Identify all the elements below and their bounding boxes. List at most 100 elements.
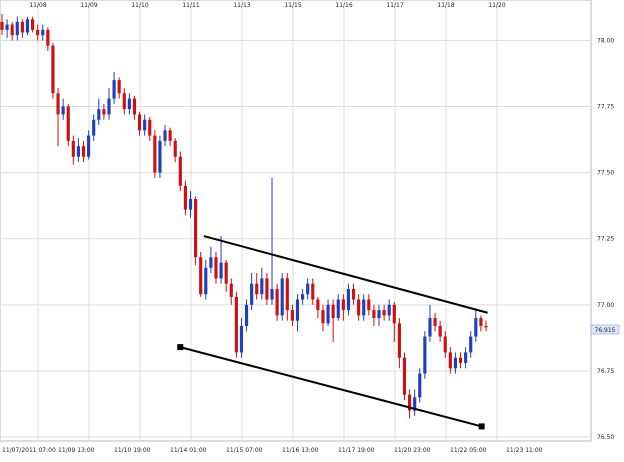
candle-body (301, 294, 305, 300)
candle-body (158, 140, 162, 173)
candle-body (357, 299, 361, 316)
candle-body (5, 24, 9, 30)
bottom-time-label: 11/14 01:00 (170, 447, 207, 454)
candle-body (199, 257, 203, 295)
candle-body (117, 80, 121, 94)
candle-body (464, 352, 468, 363)
top-date-label: 11/13 (233, 2, 250, 9)
plot-area (0, 0, 592, 442)
candle-body (362, 299, 366, 316)
candle-body (163, 130, 167, 141)
candle-body (336, 299, 340, 319)
price-tick-label: 76.75 (597, 368, 614, 375)
price-axis: 78.00 77.75 77.50 77.25 77.00 76.75 76.50 (597, 37, 614, 441)
bottom-time-label: 11/07/2011 07:00 (2, 447, 56, 454)
candle-body (239, 325, 244, 353)
candle-body (234, 296, 238, 353)
candle-body (326, 304, 330, 324)
candle-body (387, 304, 391, 316)
candle-body (10, 24, 14, 36)
grid-lines (0, 0, 591, 441)
top-date-label: 11/17 (386, 2, 403, 9)
price-tick-label: 76.50 (597, 434, 614, 441)
price-tick-label: 77.00 (597, 302, 614, 309)
trend-line-handle (177, 344, 184, 351)
candle-body (168, 130, 172, 141)
bottom-time-label: 11/22 05:00 (450, 447, 487, 454)
current-price-box (590, 324, 620, 335)
candle-body (443, 336, 447, 353)
candle-body (265, 278, 269, 300)
candle-body (173, 140, 177, 157)
price-tick-label: 78.00 (597, 37, 614, 44)
candle-body (290, 310, 294, 321)
candle-body (132, 98, 137, 115)
bottom-time-label: 11/10 19:00 (114, 447, 151, 454)
bottom-time-label: 11/20 23:00 (394, 447, 431, 454)
candle-body (194, 199, 198, 258)
candle-body (351, 288, 356, 300)
bottom-time-axis: 11/07/2011 07:00 11/09 13:00 11/10 19:00 11… (2, 447, 543, 454)
top-date-label: 11/20 (488, 2, 505, 9)
candle-body (36, 29, 40, 36)
candle-body (25, 19, 30, 33)
top-date-axis: 11/08 11/09 11/10 11/11 11/13 11/15 11/16 11/17… (29, 2, 505, 9)
bottom-time-label: 11/15 07:00 (226, 447, 263, 454)
candle-body (341, 299, 345, 311)
candle-body (137, 114, 142, 131)
candle-body (178, 156, 182, 186)
candle-body (458, 357, 463, 363)
candle-body (51, 45, 55, 94)
candle-body (219, 262, 223, 279)
candle-body (428, 318, 432, 337)
price-tick-label: 77.50 (597, 170, 614, 177)
candle-body (30, 19, 35, 30)
candle-body (143, 119, 147, 131)
candle-body (377, 310, 381, 319)
top-date-label: 11/15 (284, 2, 301, 9)
candle-body (270, 288, 274, 300)
candle-body (433, 318, 437, 326)
candle-body (56, 93, 60, 115)
candle-body (148, 119, 152, 136)
candle-body (87, 135, 91, 157)
trend-line-upper (203, 235, 488, 314)
bottom-time-label: 11/23 11:00 (506, 447, 543, 454)
candle-body (107, 98, 111, 115)
candle-body (92, 119, 96, 136)
trend-line-lower (180, 346, 482, 428)
price-tick-label: 77.25 (597, 236, 614, 243)
candle-body (479, 318, 483, 326)
candle-body (448, 352, 452, 369)
candle-body (102, 109, 106, 115)
candle-body (244, 304, 249, 326)
candle-body (260, 278, 264, 295)
candle-body (46, 29, 50, 46)
price-tick-label: 77.75 (597, 104, 614, 111)
candle-body (316, 299, 320, 311)
candle-body (127, 98, 131, 110)
candle-body (112, 80, 116, 99)
candle-body (61, 106, 65, 115)
candle-body (407, 394, 412, 411)
candle-body (0, 21, 4, 30)
bottom-time-label: 11/09 13:00 (58, 447, 95, 454)
candle-body (402, 357, 407, 395)
candle-body (423, 336, 427, 374)
candle-body (214, 257, 218, 279)
candle-body (153, 135, 157, 173)
top-date-label: 11/08 (29, 2, 46, 9)
candle-body (484, 325, 488, 328)
candle-body (76, 146, 81, 157)
candle-body (346, 288, 351, 311)
candlestick-series (0, 14, 488, 419)
candle-body (367, 299, 371, 311)
candle-body (122, 93, 126, 110)
candle-body (81, 146, 86, 157)
trend-line-handle (478, 423, 485, 430)
candle-body (224, 262, 228, 284)
candle-body (255, 283, 259, 295)
top-date-label: 11/11 (182, 2, 199, 9)
